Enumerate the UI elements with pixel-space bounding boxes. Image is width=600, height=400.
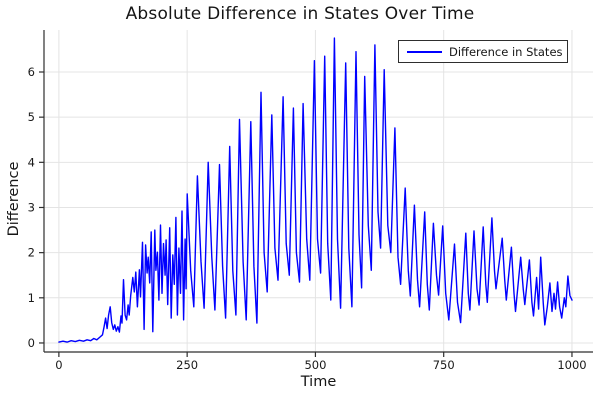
x-tick-label: 750	[433, 358, 455, 372]
x-axis-label: Time	[300, 374, 337, 390]
gridlines	[44, 30, 593, 352]
y-axis-label: Difference	[6, 161, 22, 237]
y-tick-label: 4	[28, 155, 35, 169]
y-tick-label: 3	[28, 200, 35, 214]
legend-line-icon	[407, 50, 442, 53]
series-line-difference-in-states	[58, 37, 573, 343]
y-tick-label: 6	[28, 65, 35, 79]
legend-box: Difference in States	[398, 40, 568, 63]
y-tick-label: 1	[28, 291, 35, 305]
y-tick-label: 5	[28, 110, 35, 124]
y-tick-label: 2	[28, 246, 35, 260]
x-tick-label: 500	[304, 358, 326, 372]
axes	[43, 30, 593, 353]
chart-title: Absolute Difference in States Over Time	[125, 4, 475, 24]
tick-marks	[39, 71, 573, 357]
x-tick-label: 0	[55, 358, 62, 372]
y-tick-label: 0	[28, 336, 35, 350]
tick-labels: 0 250 500 750 1000 0 1 2 3 4 5 6	[28, 65, 587, 372]
x-tick-label: 1000	[557, 358, 586, 372]
legend-label: Difference in States	[449, 44, 563, 59]
x-tick-label: 250	[176, 358, 198, 372]
